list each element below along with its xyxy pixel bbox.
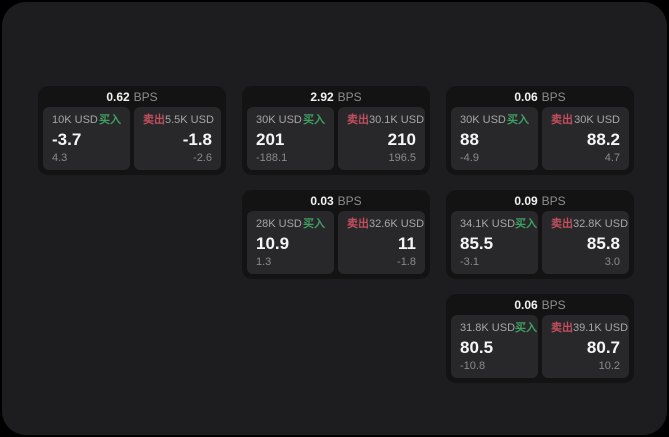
buy-amount: 28K USD (256, 218, 302, 230)
sell-sub-value: 10.2 (598, 360, 620, 372)
buy-amount: 30K USD (256, 114, 302, 126)
card-header: 0.06 BPS (451, 86, 629, 107)
bps-value: 0.06 (514, 89, 538, 104)
sell-label: 卖出 (143, 114, 165, 126)
bps-unit-label: BPS (541, 89, 566, 104)
sell-amount: 30.1K USD (369, 114, 425, 126)
sell-price: 210 (387, 130, 416, 149)
buy-panel[interactable]: 30K USD 买入 88 -4.9 (451, 107, 538, 170)
quote-card: 0.03 BPS 28K USD 买入 10.9 1.3 卖出 (242, 190, 430, 279)
buy-sub-value: -3.1 (460, 256, 479, 268)
bps-unit-label: BPS (541, 193, 566, 208)
buy-sub-value: -4.9 (460, 152, 479, 164)
quote-card: 0.62 BPS 10K USD 买入 -3.7 4.3 卖出 (38, 86, 226, 175)
quote-sides: 30K USD 买入 201 -188.1 卖出 30.1K USD 210 1… (247, 107, 425, 170)
bps-unit-label: BPS (337, 193, 362, 208)
sell-price: 88.2 (586, 130, 620, 149)
sell-panel[interactable]: 卖出 30.1K USD 210 196.5 (338, 107, 425, 170)
sell-panel[interactable]: 卖出 39.1K USD 80.7 10.2 (542, 315, 629, 378)
buy-panel[interactable]: 28K USD 买入 10.9 1.3 (247, 211, 334, 274)
sell-sub-value: 3.0 (604, 256, 620, 268)
bps-value: 0.09 (514, 193, 538, 208)
sell-panel[interactable]: 卖出 32.6K USD 11 -1.8 (338, 211, 425, 274)
sell-amount: 32.8K USD (573, 218, 629, 230)
buy-panel[interactable]: 10K USD 买入 -3.7 4.3 (43, 107, 130, 170)
sell-label: 卖出 (551, 218, 573, 230)
bps-unit-label: BPS (133, 89, 158, 104)
sell-label: 卖出 (347, 114, 369, 126)
sell-panel[interactable]: 卖出 32.8K USD 85.8 3.0 (542, 211, 629, 274)
buy-sub-value: 1.3 (256, 256, 272, 268)
buy-price: -3.7 (52, 130, 82, 149)
buy-panel[interactable]: 30K USD 买入 201 -188.1 (247, 107, 334, 170)
quote-card-grid: 0.62 BPS 10K USD 买入 -3.7 4.3 卖出 (38, 86, 634, 383)
sell-amount: 39.1K USD (573, 322, 629, 334)
sell-sub-value: -1.8 (397, 256, 416, 268)
card-header: 0.03 BPS (247, 190, 425, 211)
buy-amount: 34.1K USD (460, 218, 516, 230)
card-header: 0.62 BPS (43, 86, 221, 107)
sell-label: 卖出 (551, 322, 573, 334)
sell-amount: 32.6K USD (369, 218, 425, 230)
sell-price: 11 (398, 234, 416, 253)
sell-sub-value: 4.7 (604, 152, 620, 164)
buy-label: 买入 (515, 322, 538, 334)
bps-unit-label: BPS (541, 297, 566, 312)
buy-label: 买入 (99, 114, 121, 126)
sell-price: 85.8 (586, 234, 620, 253)
buy-price: 10.9 (256, 234, 290, 253)
quote-sides: 28K USD 买入 10.9 1.3 卖出 32.6K USD 11 -1.8 (247, 211, 425, 274)
card-header: 0.09 BPS (451, 190, 629, 211)
card-header: 0.06 BPS (451, 294, 629, 315)
bps-unit-label: BPS (337, 89, 362, 104)
sell-amount: 30K USD (574, 114, 620, 126)
bps-value: 2.92 (310, 89, 334, 104)
quote-card: 0.09 BPS 34.1K USD 买入 85.5 -3.1 卖出 (446, 190, 634, 279)
buy-label: 买入 (303, 218, 325, 230)
bps-value: 0.06 (514, 297, 538, 312)
buy-amount: 30K USD (460, 114, 506, 126)
sell-price: 80.7 (586, 338, 620, 357)
quote-sides: 31.8K USD 买入 80.5 -10.8 卖出 39.1K USD 80.… (451, 315, 629, 378)
sell-sub-value: 196.5 (388, 152, 416, 164)
sell-panel[interactable]: 卖出 30K USD 88.2 4.7 (542, 107, 629, 170)
buy-price: 201 (256, 130, 285, 149)
quote-sides: 10K USD 买入 -3.7 4.3 卖出 5.5K USD -1.8 -2.… (43, 107, 221, 170)
buy-amount: 31.8K USD (460, 322, 516, 334)
buy-price: 88 (460, 130, 479, 149)
sell-label: 卖出 (551, 114, 573, 126)
card-header: 2.92 BPS (247, 86, 425, 107)
buy-label: 买入 (515, 218, 538, 230)
quote-card: 0.06 BPS 31.8K USD 买入 80.5 -10.8 卖 (446, 294, 634, 383)
buy-label: 买入 (303, 114, 325, 126)
buy-sub-value: -188.1 (256, 152, 288, 164)
buy-sub-value: 4.3 (52, 152, 68, 164)
bps-value: 0.03 (310, 193, 334, 208)
buy-amount: 10K USD (52, 114, 98, 126)
buy-price: 85.5 (460, 234, 494, 253)
buy-price: 80.5 (460, 338, 494, 357)
sell-panel[interactable]: 卖出 5.5K USD -1.8 -2.6 (134, 107, 221, 170)
buy-label: 买入 (507, 114, 529, 126)
quote-card: 2.92 BPS 30K USD 买入 201 -188.1 卖出 (242, 86, 430, 175)
buy-panel[interactable]: 31.8K USD 买入 80.5 -10.8 (451, 315, 538, 378)
quote-sides: 34.1K USD 买入 85.5 -3.1 卖出 32.8K USD 85.8… (451, 211, 629, 274)
sell-price: -1.8 (182, 130, 212, 149)
buy-sub-value: -10.8 (460, 360, 486, 372)
sell-sub-value: -2.6 (193, 152, 212, 164)
buy-panel[interactable]: 34.1K USD 买入 85.5 -3.1 (451, 211, 538, 274)
sell-label: 卖出 (347, 218, 369, 230)
quote-sides: 30K USD 买入 88 -4.9 卖出 30K USD 88.2 4.7 (451, 107, 629, 170)
sell-amount: 5.5K USD (165, 114, 214, 126)
bps-value: 0.62 (106, 89, 130, 104)
quote-card: 0.06 BPS 30K USD 买入 88 -4.9 卖出 (446, 86, 634, 175)
